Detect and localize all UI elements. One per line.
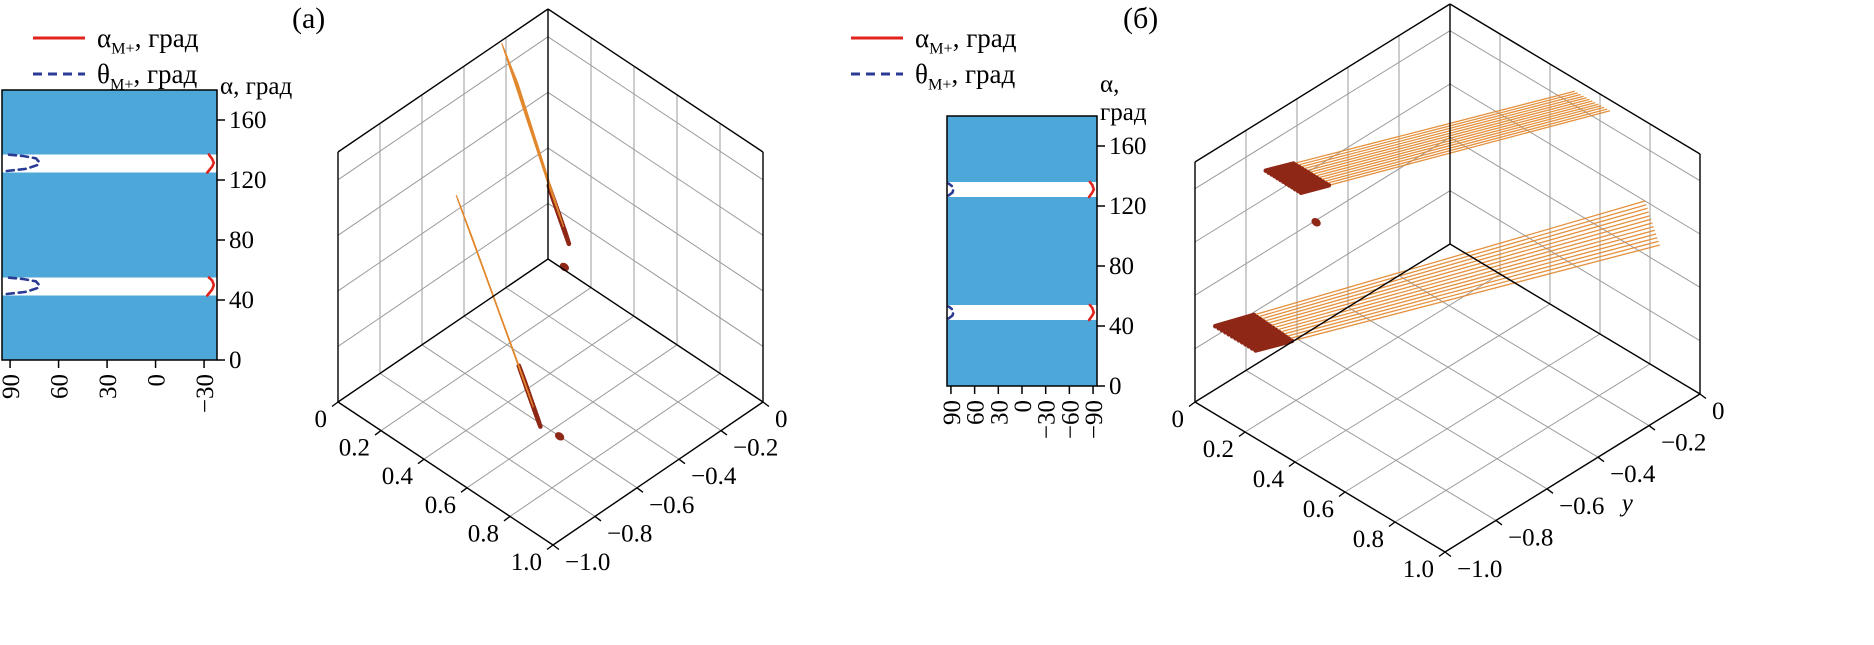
legend-item-theta: θM+, град	[848, 56, 1016, 92]
svg-text:0.6: 0.6	[425, 492, 456, 519]
panel-label-b: (б)	[1123, 2, 1159, 35]
svg-text:90: 90	[939, 400, 966, 425]
legend-label-alpha: αM+, град	[97, 22, 199, 57]
svg-text:0.2: 0.2	[1203, 436, 1234, 463]
svg-text:−0.4: −0.4	[1610, 461, 1656, 488]
svg-text:80: 80	[229, 227, 254, 254]
svg-text:120: 120	[229, 167, 267, 194]
legend-item-alpha: αM+, град	[848, 20, 1016, 56]
svg-text:60: 60	[963, 400, 990, 425]
svg-text:−0.6: −0.6	[1559, 493, 1604, 520]
legend-item-alpha: αM+, град	[30, 20, 198, 56]
svg-text:0: 0	[315, 406, 328, 433]
svg-text:α,: α,	[1100, 71, 1119, 98]
svg-text:−0.8: −0.8	[1508, 524, 1553, 551]
svg-text:0.4: 0.4	[1253, 466, 1285, 493]
svg-text:y: y	[1619, 490, 1634, 517]
svg-text:град: град	[1100, 99, 1147, 126]
panel-label-a: (а)	[292, 2, 326, 35]
svg-text:−0.2: −0.2	[1661, 430, 1706, 457]
legend-item-theta: θM+, град	[30, 56, 198, 92]
svg-text:−0.8: −0.8	[607, 520, 652, 547]
svg-text:1.0: 1.0	[511, 549, 542, 576]
svg-text:0.8: 0.8	[1353, 526, 1384, 553]
alpha-projection-plot-a: 0 40 80 120 160 90 60 30 0 −30 α, град	[0, 73, 292, 413]
svg-text:80: 80	[1109, 253, 1134, 280]
svg-text:0: 0	[1712, 398, 1725, 425]
panel-a: αM+, град θM+, град (а) 0 40 80 120 160 90 60 3…	[0, 0, 840, 645]
svg-text:−90: −90	[1081, 400, 1108, 439]
svg-text:0: 0	[1109, 373, 1122, 400]
svg-text:0: 0	[144, 374, 171, 387]
svg-text:0: 0	[1010, 400, 1037, 413]
svg-text:30: 30	[95, 374, 122, 399]
svg-text:40: 40	[1109, 313, 1134, 340]
svg-text:0: 0	[229, 347, 242, 374]
dashed-blue-line-swatch-icon	[33, 72, 85, 76]
svg-text:1.0: 1.0	[1403, 556, 1434, 583]
svg-text:−60: −60	[1057, 400, 1084, 439]
svg-text:60: 60	[47, 374, 74, 399]
svg-text:−30: −30	[1034, 400, 1061, 439]
svg-text:30: 30	[986, 400, 1013, 425]
svg-text:160: 160	[1109, 133, 1147, 160]
surface-3d-plot-b: 00.20.40.60.81.00−0.2−0.4−0.6−0.8−1.0y	[1172, 3, 1725, 583]
solid-red-line-swatch-icon	[33, 36, 85, 40]
svg-text:40: 40	[229, 287, 254, 314]
legend-label-alpha: αM+, град	[915, 22, 1017, 57]
legend-label-theta: θM+, град	[97, 58, 198, 93]
svg-text:0.2: 0.2	[339, 435, 370, 462]
svg-text:0.6: 0.6	[1303, 496, 1334, 523]
svg-text:120: 120	[1109, 193, 1147, 220]
svg-text:0.8: 0.8	[468, 520, 499, 547]
svg-text:−0.6: −0.6	[649, 492, 694, 519]
legend: αM+, град θM+, град	[848, 20, 1016, 92]
dashed-blue-line-swatch-icon	[851, 72, 903, 76]
svg-text:90: 90	[0, 374, 25, 399]
svg-text:160: 160	[229, 107, 267, 134]
svg-text:0.4: 0.4	[382, 463, 414, 490]
svg-text:−1.0: −1.0	[565, 549, 610, 576]
svg-text:0: 0	[1172, 406, 1185, 433]
svg-text:α, град: α, град	[220, 73, 292, 100]
svg-text:−30: −30	[192, 374, 219, 413]
legend: αM+, град θM+, град	[30, 20, 198, 92]
svg-text:−1.0: −1.0	[1457, 556, 1502, 583]
surface-3d-plot-a: 00.20.40.60.81.00−0.2−0.4−0.6−0.8−1.0	[315, 8, 788, 576]
svg-text:0: 0	[775, 406, 788, 433]
svg-text:−0.4: −0.4	[691, 463, 737, 490]
panel-b: αM+, град θM+, град (б) 0 40 80 120 160 90 60 3…	[840, 0, 1874, 645]
legend-label-theta: θM+, град	[915, 58, 1016, 93]
svg-text:−0.2: −0.2	[733, 435, 778, 462]
solid-red-line-swatch-icon	[851, 36, 903, 40]
